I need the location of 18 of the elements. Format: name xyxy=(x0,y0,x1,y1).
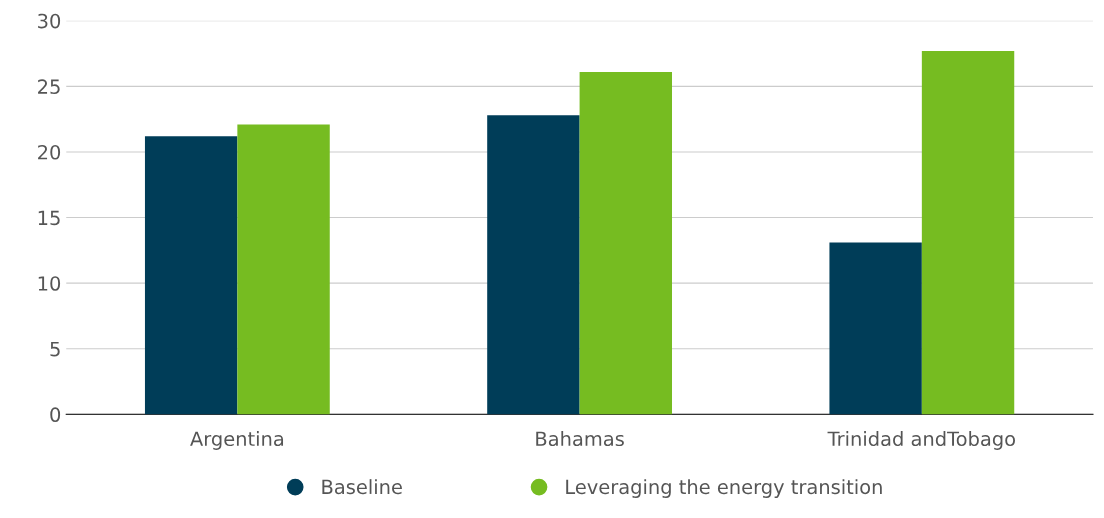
y-tick-label: 10 xyxy=(38,276,61,291)
y-tick-label: 25 xyxy=(38,79,60,94)
y-tick-label: 30 xyxy=(38,13,61,29)
x-tick-label: Bahamas xyxy=(536,431,624,447)
y-tick-label: 20 xyxy=(38,144,61,160)
bar xyxy=(579,71,672,415)
x-tick-label: Trinidad andTobago xyxy=(827,431,1016,450)
y-tick-label: 15 xyxy=(38,210,60,226)
bar xyxy=(921,50,1015,415)
legend-label: Leveraging the energy transition xyxy=(566,479,882,498)
bar xyxy=(829,242,922,415)
bar xyxy=(237,124,330,415)
legend-label: Baseline xyxy=(322,479,402,495)
y-tick-label: 5 xyxy=(50,342,60,357)
y-tick-label: 0 xyxy=(50,407,61,423)
x-tick-label: Argentina xyxy=(190,431,284,450)
bar xyxy=(144,136,238,415)
bar xyxy=(487,115,580,415)
